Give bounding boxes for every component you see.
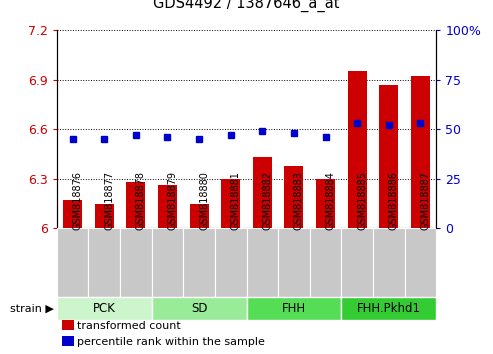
Text: GSM818880: GSM818880 [199, 172, 209, 230]
Text: FHH.Pkhd1: FHH.Pkhd1 [357, 302, 421, 315]
Bar [95, 204, 113, 228]
Bar [341, 228, 373, 297]
Text: GDS4492 / 1387646_a_at: GDS4492 / 1387646_a_at [153, 0, 340, 12]
Text: GSM818876: GSM818876 [72, 171, 82, 230]
Text: PCK: PCK [93, 302, 115, 315]
Bar [120, 228, 152, 297]
Bar [88, 228, 120, 297]
Text: GSM818886: GSM818886 [389, 172, 399, 230]
Bar [348, 72, 367, 228]
Bar [405, 228, 436, 297]
Bar [126, 182, 145, 228]
Text: GSM818882: GSM818882 [262, 171, 272, 230]
Text: GSM818877: GSM818877 [104, 171, 114, 230]
Text: SD: SD [191, 302, 207, 315]
Bar [411, 76, 430, 228]
Bar [221, 179, 240, 228]
Bar [316, 179, 335, 228]
Bar [63, 200, 82, 228]
Text: GSM818879: GSM818879 [168, 171, 177, 230]
Bar [253, 157, 272, 228]
Bar [152, 228, 183, 297]
Text: GSM818884: GSM818884 [325, 172, 336, 230]
Bar [246, 297, 341, 320]
Text: strain ▶: strain ▶ [10, 304, 54, 314]
Text: GSM818878: GSM818878 [136, 171, 146, 230]
Bar [189, 204, 209, 228]
Text: transformed count: transformed count [77, 321, 181, 331]
Text: GSM818887: GSM818887 [421, 171, 430, 230]
Bar [158, 185, 177, 228]
Bar [310, 228, 341, 297]
Text: GSM818881: GSM818881 [231, 172, 241, 230]
Text: GSM818885: GSM818885 [357, 171, 367, 230]
Text: percentile rank within the sample: percentile rank within the sample [77, 337, 265, 347]
Text: GSM818883: GSM818883 [294, 172, 304, 230]
Bar [152, 297, 246, 320]
Bar [215, 228, 246, 297]
Bar [284, 166, 304, 228]
Bar [373, 228, 405, 297]
Text: FHH: FHH [282, 302, 306, 315]
Bar [57, 228, 88, 297]
Bar [380, 85, 398, 228]
Bar [57, 297, 152, 320]
Bar [183, 228, 215, 297]
Bar [278, 228, 310, 297]
Bar [341, 297, 436, 320]
Bar [246, 228, 278, 297]
